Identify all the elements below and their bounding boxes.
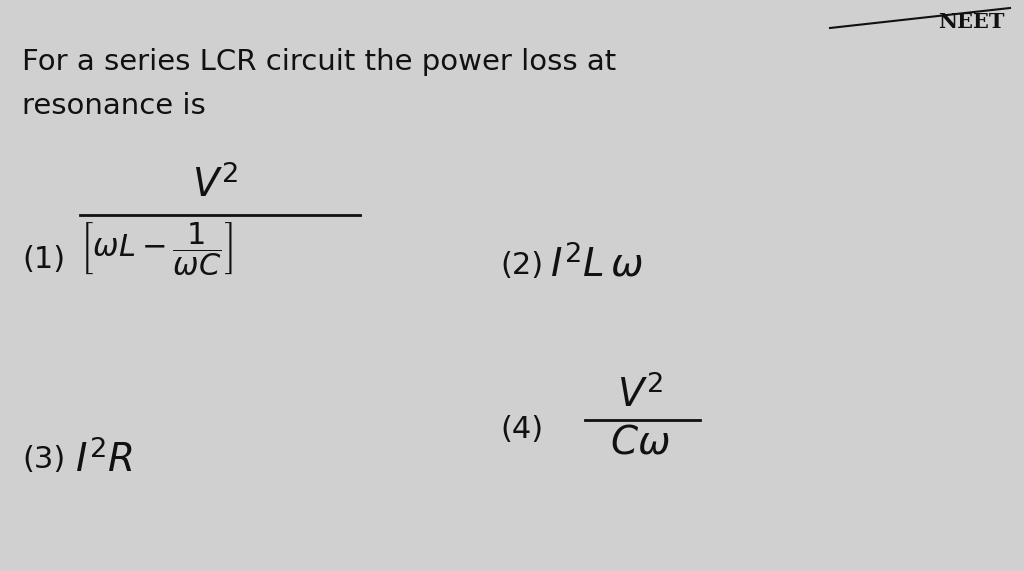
Text: (4): (4)	[500, 416, 543, 444]
Text: $I^2 R$: $I^2 R$	[75, 440, 133, 480]
Text: $C\omega$: $C\omega$	[610, 425, 670, 462]
Text: (2): (2)	[500, 251, 543, 279]
Text: $I^2 L\,\omega$: $I^2 L\,\omega$	[550, 245, 643, 285]
Text: resonance is: resonance is	[22, 92, 206, 120]
Text: (1): (1)	[22, 246, 66, 275]
Text: $V^2$: $V^2$	[617, 375, 663, 415]
Text: $\left[\omega L - \dfrac{1}{\omega C}\right]$: $\left[\omega L - \dfrac{1}{\omega C}\ri…	[80, 220, 232, 278]
Text: For a series LCR circuit the power loss at: For a series LCR circuit the power loss …	[22, 48, 616, 76]
Text: $V^2$: $V^2$	[191, 165, 238, 205]
Text: NEET: NEET	[939, 12, 1005, 32]
Text: (3): (3)	[22, 445, 66, 475]
